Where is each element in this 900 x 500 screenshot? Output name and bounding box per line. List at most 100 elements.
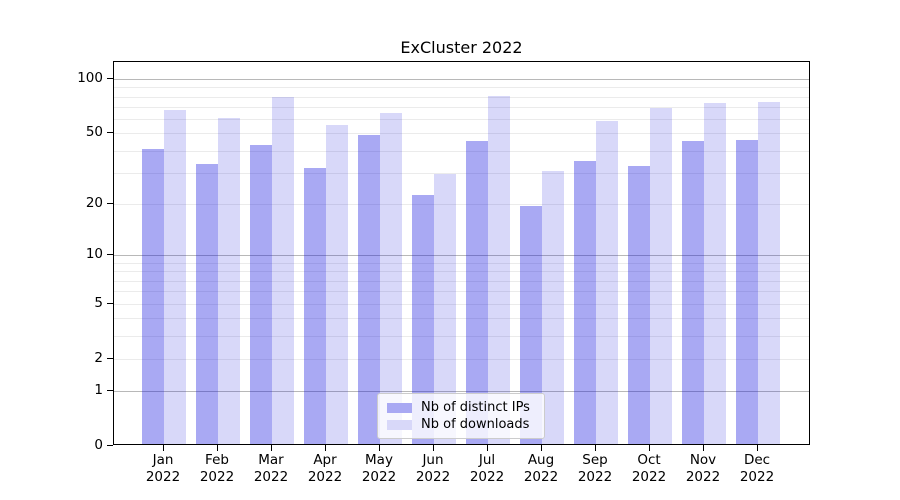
x-tick-year: 2022 xyxy=(469,469,505,485)
bar-aug-downloads xyxy=(542,170,564,444)
y-tick-label: 1 xyxy=(94,381,103,398)
x-tick-mark xyxy=(217,445,218,451)
gridline-minor xyxy=(114,262,809,264)
x-tick-month: Sep xyxy=(582,452,608,468)
bar-apr-downloads xyxy=(326,125,348,444)
bar-feb-distinct-ips xyxy=(196,163,218,444)
x-tick-month: Dec xyxy=(743,452,771,468)
bar-may-downloads xyxy=(380,113,402,444)
bar-may-distinct-ips xyxy=(358,134,380,444)
plot-area xyxy=(113,61,810,445)
x-tick-year: 2022 xyxy=(631,469,667,485)
gridline-minor xyxy=(114,335,809,337)
bar-nov-downloads xyxy=(704,102,726,444)
bar-mar-downloads xyxy=(272,96,294,444)
x-tick-label: Mar 2022 xyxy=(239,452,303,486)
y-tick-mark xyxy=(107,202,113,204)
legend-swatch-distinct-ips xyxy=(387,402,412,413)
y-tick-mark xyxy=(107,254,113,256)
x-tick-mark xyxy=(433,445,434,451)
x-tick-label: Aug 2022 xyxy=(509,452,573,486)
bar-jan-downloads xyxy=(164,109,186,444)
x-tick-month: Jul xyxy=(478,452,496,468)
legend-item-distinct-ips: Nb of distinct IPs xyxy=(387,400,535,415)
x-tick-mark xyxy=(163,445,164,451)
y-tick-label: 50 xyxy=(85,124,103,141)
x-tick-label: May 2022 xyxy=(347,452,411,486)
x-tick-year: 2022 xyxy=(199,469,235,485)
y-tick-label: 2 xyxy=(94,349,103,366)
x-tick-mark xyxy=(271,445,272,451)
x-tick-label: Nov 2022 xyxy=(671,452,735,486)
x-tick-mark xyxy=(487,445,488,451)
bar-aug-distinct-ips xyxy=(520,205,542,444)
gridline-minor xyxy=(114,203,809,205)
gridline-minor xyxy=(114,133,809,135)
x-tick-year: 2022 xyxy=(415,469,451,485)
x-tick-month: Jan xyxy=(152,452,174,468)
x-tick-mark xyxy=(757,445,758,451)
y-tick-mark xyxy=(107,132,113,134)
x-tick-month: Feb xyxy=(205,452,229,468)
y-tick-label: 0 xyxy=(94,437,103,453)
bar-jul-distinct-ips xyxy=(466,141,488,444)
x-tick-label: Jul 2022 xyxy=(455,452,519,486)
bar-nov-distinct-ips xyxy=(682,141,704,444)
gridline-minor xyxy=(114,96,809,98)
legend-item-downloads: Nb of downloads xyxy=(387,417,535,432)
x-tick-label: Jun 2022 xyxy=(401,452,465,486)
x-tick-mark xyxy=(595,445,596,451)
x-tick-mark xyxy=(379,445,380,451)
y-tick-label: 10 xyxy=(85,246,103,263)
bar-dec-downloads xyxy=(758,101,780,444)
gridline-minor xyxy=(114,271,809,273)
gridline-minor xyxy=(114,150,809,152)
gridline-minor xyxy=(114,87,809,89)
bar-jun-distinct-ips xyxy=(412,194,434,444)
gridline-minor xyxy=(114,318,809,319)
x-tick-label: Oct 2022 xyxy=(617,452,681,486)
x-tick-year: 2022 xyxy=(685,469,721,485)
gridline-minor xyxy=(114,358,809,360)
chart-title: ExCluster 2022 xyxy=(400,38,523,57)
gridline-minor xyxy=(114,107,809,108)
y-tick-label: 100 xyxy=(77,70,103,86)
y-tick-mark xyxy=(107,445,113,446)
bar-jan-distinct-ips xyxy=(142,148,164,444)
legend-swatch-downloads xyxy=(387,419,412,430)
bar-sep-distinct-ips xyxy=(574,161,596,444)
x-tick-label: Dec 2022 xyxy=(725,452,789,486)
y-tick-mark xyxy=(107,357,113,359)
y-tick-mark xyxy=(107,302,113,304)
x-tick-label: Sep 2022 xyxy=(563,452,627,486)
x-tick-mark xyxy=(325,445,326,451)
x-tick-label: Jan 2022 xyxy=(131,452,195,486)
legend-label-downloads: Nb of downloads xyxy=(421,417,530,432)
x-tick-month: Apr xyxy=(313,452,337,468)
x-tick-month: May xyxy=(365,452,393,468)
y-tick-mark xyxy=(107,389,113,391)
bar-dec-distinct-ips xyxy=(736,139,758,444)
x-tick-mark xyxy=(649,445,650,451)
bar-apr-distinct-ips xyxy=(304,168,326,444)
x-tick-month: Mar xyxy=(258,452,284,468)
x-tick-month: Oct xyxy=(637,452,661,468)
x-tick-year: 2022 xyxy=(523,469,559,485)
bar-jun-downloads xyxy=(434,173,456,444)
y-tick-label: 5 xyxy=(94,294,103,311)
x-tick-mark xyxy=(703,445,704,451)
x-tick-month: Jun xyxy=(422,452,444,468)
x-tick-year: 2022 xyxy=(577,469,613,485)
x-tick-mark xyxy=(541,445,542,451)
gridline-major xyxy=(114,255,809,257)
gridline-minor xyxy=(114,280,809,282)
gridline-major xyxy=(114,79,809,80)
bar-oct-distinct-ips xyxy=(628,165,650,444)
gridline-major xyxy=(114,390,809,392)
x-tick-label: Feb 2022 xyxy=(185,452,249,486)
legend-label-distinct-ips: Nb of distinct IPs xyxy=(421,400,530,415)
gridline-minor xyxy=(114,291,809,293)
x-tick-month: Nov xyxy=(689,452,717,468)
gridline-minor xyxy=(114,119,809,121)
